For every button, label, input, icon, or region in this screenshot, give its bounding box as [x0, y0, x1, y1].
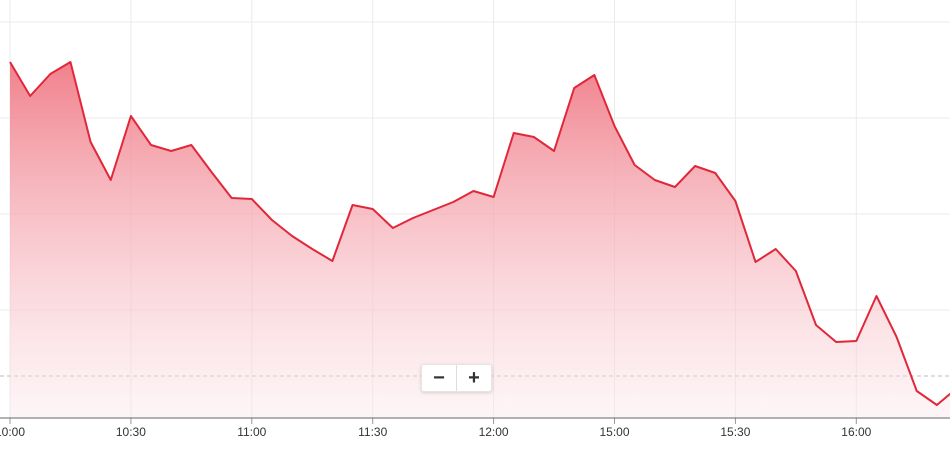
x-tick-label: 16:00	[841, 425, 871, 439]
zoom-out-button[interactable]: −	[433, 367, 445, 389]
x-tick-label: 10:30	[116, 425, 146, 439]
x-tick-label: 10:00	[0, 425, 25, 439]
area	[10, 62, 950, 418]
x-tick-label: 11:30	[358, 425, 387, 439]
zoom-controls: − +	[421, 364, 492, 392]
x-tick-label: 15:30	[720, 425, 750, 439]
x-tick-label: 12:00	[479, 425, 509, 439]
x-tick-label: 11:00	[237, 425, 266, 439]
line	[9, 61, 950, 406]
zoom-in-button[interactable]: +	[456, 365, 491, 391]
x-tick-label: 15:00	[599, 425, 629, 439]
